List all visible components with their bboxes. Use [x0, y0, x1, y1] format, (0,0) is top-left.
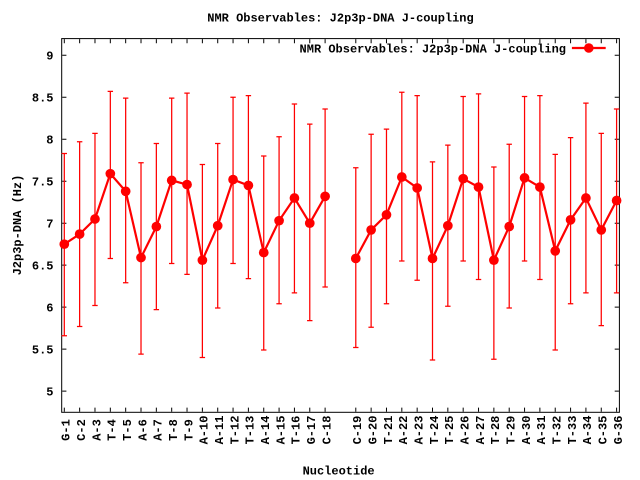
svg-text:NMR Observables: J2p3p-DNA J-c: NMR Observables: J2p3p-DNA J-coupling [207, 12, 473, 26]
svg-text:6.5: 6.5 [32, 259, 54, 273]
svg-text:T-12: T-12 [228, 416, 242, 445]
svg-text:T-5: T-5 [121, 419, 135, 441]
svg-text:A-3: A-3 [90, 419, 104, 441]
svg-text:A-11: A-11 [213, 416, 227, 445]
svg-text:A-14: A-14 [259, 416, 273, 445]
svg-text:T-33: T-33 [566, 416, 580, 445]
svg-text:5.5: 5.5 [32, 343, 54, 357]
svg-text:T-28: T-28 [489, 416, 503, 445]
svg-text:8.5: 8.5 [32, 91, 54, 105]
svg-text:7: 7 [46, 217, 53, 231]
svg-text:A-6: A-6 [136, 419, 150, 441]
svg-text:A-26: A-26 [458, 416, 472, 445]
svg-text:G-36: G-36 [612, 416, 626, 445]
svg-text:A-10: A-10 [198, 416, 212, 445]
svg-text:T-25: T-25 [443, 416, 457, 445]
svg-text:T-32: T-32 [551, 416, 565, 445]
svg-text:7.5: 7.5 [32, 175, 54, 189]
svg-text:T-9: T-9 [182, 419, 196, 441]
svg-text:NMR Observables: J2p3p-DNA J-c: NMR Observables: J2p3p-DNA J-coupling [300, 42, 566, 56]
svg-text:A-22: A-22 [397, 416, 411, 445]
svg-text:T-16: T-16 [290, 416, 304, 445]
svg-text:A-7: A-7 [152, 419, 166, 441]
svg-text:J2p3p-DNA (Hz): J2p3p-DNA (Hz) [11, 175, 25, 276]
svg-text:T-24: T-24 [428, 416, 442, 445]
svg-text:T-21: T-21 [382, 416, 396, 445]
svg-text:T-13: T-13 [244, 416, 258, 445]
svg-text:A-34: A-34 [581, 416, 595, 445]
svg-text:5: 5 [46, 385, 53, 399]
svg-text:C-35: C-35 [597, 416, 611, 445]
svg-text:A-30: A-30 [520, 416, 534, 445]
svg-text:8: 8 [46, 133, 53, 147]
svg-text:C-2: C-2 [75, 419, 89, 441]
svg-text:9: 9 [46, 50, 53, 64]
svg-text:T-4: T-4 [106, 419, 120, 441]
svg-text:G-20: G-20 [366, 416, 380, 445]
svg-text:A-31: A-31 [535, 416, 549, 445]
svg-text:A-15: A-15 [274, 416, 288, 445]
svg-text:A-23: A-23 [412, 416, 426, 445]
svg-text:T-8: T-8 [167, 419, 181, 441]
svg-text:A-27: A-27 [474, 416, 488, 445]
svg-text:6: 6 [46, 301, 53, 315]
svg-text:C-19: C-19 [351, 416, 365, 445]
svg-text:G-1: G-1 [60, 419, 74, 441]
svg-text:C-18: C-18 [320, 416, 334, 445]
svg-text:G-17: G-17 [305, 416, 319, 445]
svg-text:T-29: T-29 [505, 416, 519, 445]
svg-text:Nucleotide: Nucleotide [303, 465, 375, 479]
